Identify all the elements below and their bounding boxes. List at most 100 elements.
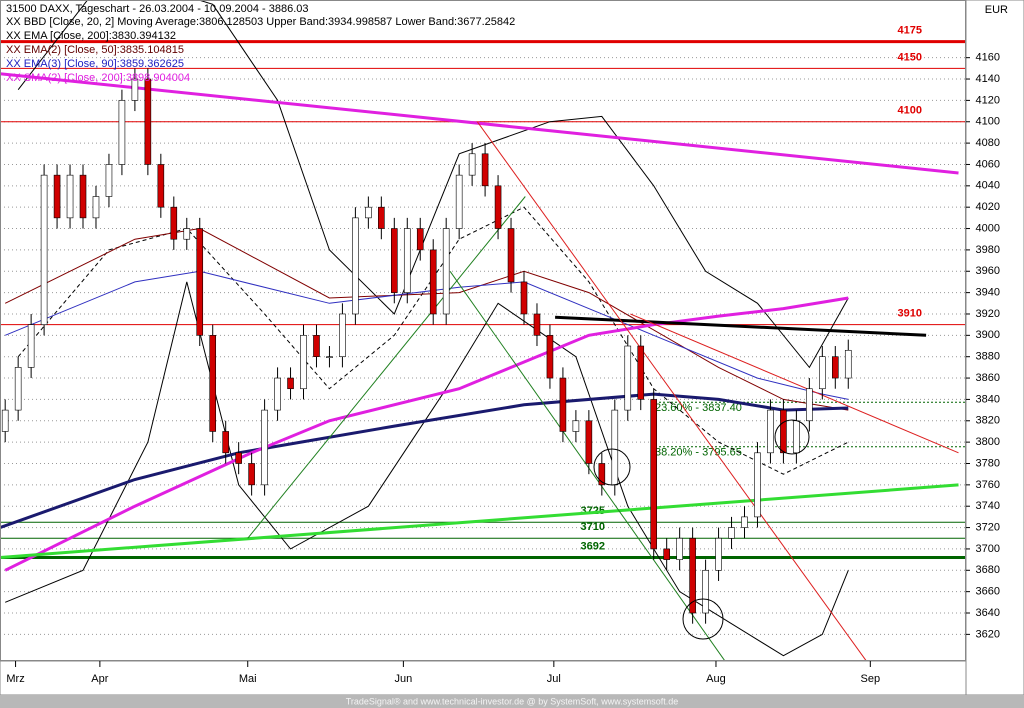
indicator-line	[0, 392, 849, 530]
y-tick-label: 3840	[976, 393, 1000, 405]
candle-body	[118, 100, 126, 165]
time-axis-panel	[0, 660, 967, 696]
x-tick-label: Jul	[547, 673, 561, 685]
y-tick-label: 4140	[976, 73, 1000, 85]
y-tick-label: 3740	[976, 500, 1000, 512]
indicator-line	[476, 121, 867, 662]
candle-body	[702, 569, 709, 614]
indicator-line	[4, 227, 849, 411]
y-tick-label: 3720	[976, 521, 1000, 533]
candle-body	[507, 228, 515, 283]
highlight-circle	[593, 448, 631, 486]
price-axis-panel	[965, 0, 1024, 696]
y-tick-label: 3760	[976, 479, 1000, 491]
indicator-line	[17, 0, 849, 369]
y-tick-label: 3960	[976, 265, 1000, 277]
candle-body	[66, 174, 74, 219]
y-tick-label: 4020	[976, 201, 1000, 213]
candle-body	[767, 409, 774, 454]
candle-body	[339, 313, 346, 357]
x-tick-label: Sep	[861, 673, 881, 685]
legend-entry: XX BBD [Close, 20, 2] Moving Average:380…	[6, 16, 515, 28]
candle-body	[27, 324, 35, 368]
candle-body	[494, 185, 502, 229]
legend-entry: XX EMA(3) [Close, 90]:3859.362625	[6, 58, 184, 70]
candle-body	[572, 420, 580, 432]
y-tick-label: 3640	[976, 607, 1000, 619]
candle-body	[326, 356, 333, 358]
candle-body	[481, 153, 489, 187]
candle-body	[715, 537, 722, 571]
x-tick-label: Mrz	[6, 673, 24, 685]
candle-body	[261, 409, 268, 486]
candle-body	[222, 431, 229, 454]
candle-body	[676, 537, 683, 560]
indicator-line	[5, 281, 849, 657]
footer-text: TradeSignal® and www.technical-investor.…	[346, 696, 679, 706]
candle-body	[1, 409, 9, 432]
candle-body	[79, 174, 87, 219]
candle-body	[403, 228, 411, 293]
highlight-circle	[682, 598, 724, 640]
candle-body	[806, 388, 813, 422]
y-tick-label: 3820	[976, 415, 1000, 427]
y-tick-label: 3940	[976, 287, 1000, 299]
candle-body	[144, 78, 152, 165]
candle-body	[53, 174, 61, 219]
candle-body	[352, 217, 359, 315]
indicator-line	[555, 315, 927, 337]
y-tick-label: 4080	[976, 137, 1000, 149]
fib-label: 23.60% - 3837.40	[655, 402, 742, 414]
candle-body	[92, 196, 100, 219]
candle-body	[209, 335, 217, 432]
y-tick-label: 4000	[976, 222, 1000, 234]
y-tick-label: 4160	[976, 52, 1000, 64]
candle-body	[844, 349, 852, 379]
level-label: 4175	[898, 25, 922, 37]
x-tick-label: Aug	[706, 673, 726, 685]
candle-body	[183, 228, 191, 240]
candle-body	[689, 537, 696, 614]
indicator-line	[630, 313, 959, 454]
candle-body	[196, 228, 204, 336]
candle-body	[235, 452, 242, 464]
candle-body	[313, 335, 320, 357]
y-tick-label: 4120	[976, 94, 1000, 106]
y-tick-label: 3920	[976, 308, 1000, 320]
candle-body	[287, 377, 294, 390]
x-tick-label: Mai	[239, 673, 257, 685]
y-tick-label: 4100	[976, 116, 1000, 128]
y-tick-label: 3680	[976, 564, 1000, 576]
candle-body	[598, 463, 606, 486]
legend-entry: XX SMA(2) [Close, 200]:3898.904004	[6, 72, 190, 84]
candle-body	[14, 367, 22, 411]
candle-body	[157, 164, 165, 208]
y-tick-label: 3700	[976, 543, 1000, 555]
candle-body	[819, 356, 826, 390]
candle-body	[274, 377, 281, 411]
candle-body	[429, 249, 437, 315]
x-tick-label: Jun	[395, 673, 413, 685]
indicator-line	[0, 483, 959, 559]
y-tick-label: 4060	[976, 158, 1000, 170]
legend-entry: XX EMA [Close, 200]:3830.394132	[6, 30, 176, 42]
footer-bar	[0, 695, 1024, 708]
level-label: 3910	[898, 308, 922, 320]
candle-body	[455, 174, 463, 229]
candle-body	[391, 228, 398, 293]
candle-body	[40, 174, 48, 325]
highlight-circle	[774, 419, 810, 455]
candle-body	[378, 206, 385, 229]
candle-body	[248, 463, 255, 486]
candle-body	[663, 548, 670, 560]
candle-body	[831, 356, 839, 379]
candle-body	[105, 164, 113, 197]
indicator-line	[5, 270, 849, 400]
level-label: 4100	[898, 105, 922, 117]
level-label: 4150	[898, 51, 922, 63]
candle-body	[365, 206, 372, 219]
candle-body	[611, 409, 619, 486]
candle-body	[650, 399, 658, 550]
